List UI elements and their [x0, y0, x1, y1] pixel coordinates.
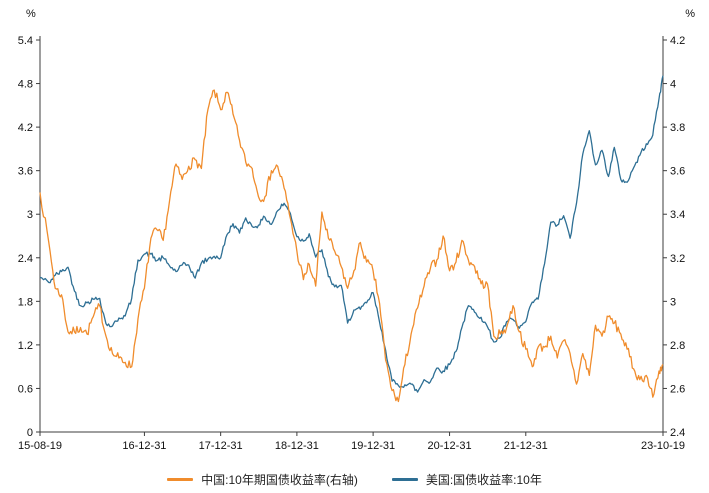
- y-axis-left-label: 0.6: [18, 383, 33, 395]
- legend-item-china: 中国:10年期国债收益率(右轴): [167, 471, 358, 488]
- y-axis-right-label: 3: [670, 296, 676, 308]
- series-china-line: [39, 89, 664, 403]
- y-axis-left-label: 3: [27, 209, 33, 221]
- y-axis-left-label: 5.4: [18, 35, 33, 47]
- y-axis-right-label: 4.2: [670, 35, 685, 47]
- y-axis-right-label: 3.8: [670, 122, 685, 134]
- y-axis-left-label: 1.8: [18, 296, 33, 308]
- x-axis-label: 20-12-31: [428, 440, 472, 452]
- x-axis-label: 18-12-31: [275, 440, 319, 452]
- y-axis-right-label: 2.6: [670, 383, 685, 395]
- x-axis-label: 21-12-31: [504, 440, 548, 452]
- y-axis-right-label: 4: [670, 79, 676, 91]
- us-series-label: 美国:国债收益率:10年: [425, 473, 542, 487]
- series-us-line: [39, 75, 664, 393]
- y-axis-left-label: 3.6: [18, 166, 33, 178]
- right-axis-unit: %: [685, 8, 695, 20]
- x-axis-label: 16-12-31: [122, 440, 166, 452]
- y-axis-right-label: 2.8: [670, 340, 685, 352]
- china-series-label: 中国:10年期国债收益率(右轴): [201, 473, 358, 487]
- y-axis-right-label: 3.6: [670, 166, 685, 178]
- y-axis-right-label: 3.4: [670, 209, 685, 221]
- legend: 中国:10年期国债收益率(右轴) 美国:国债收益率:10年: [0, 471, 709, 488]
- x-axis-label: 19-12-31: [351, 440, 395, 452]
- x-axis-label: 23-10-19: [641, 440, 685, 452]
- y-axis-left-label: 4.2: [18, 122, 33, 134]
- left-axis-unit: %: [26, 8, 36, 20]
- y-axis-left-label: 1.2: [18, 340, 33, 352]
- y-axis-left-label: 4.8: [18, 79, 33, 91]
- x-axis-label: 17-12-31: [199, 440, 243, 452]
- y-axis-left-label: 0: [27, 427, 33, 439]
- china-series-swatch: [167, 478, 194, 481]
- y-axis-right-label: 2.4: [670, 427, 685, 439]
- legend-item-us: 美国:国债收益率:10年: [391, 471, 542, 488]
- x-axis-label: 15-08-19: [18, 440, 62, 452]
- y-axis-left-label: 2.4: [18, 253, 33, 265]
- us-series-swatch: [391, 478, 418, 481]
- y-axis-right-label: 3.2: [670, 253, 685, 265]
